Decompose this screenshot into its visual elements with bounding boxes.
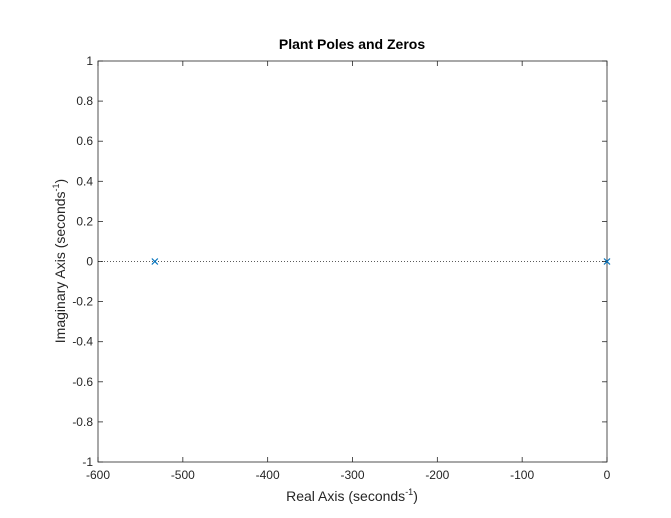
y-axis-label-base: Imaginary Axis (seconds [52,191,68,343]
x-tick-label: -600 [86,468,110,482]
y-axis-label-end: ) [52,179,68,184]
x-tick-label: -100 [510,468,534,482]
pole-marker [151,258,159,265]
x-tick-label: -200 [425,468,449,482]
x-tick-label: 0 [604,468,611,482]
y-tick-label: 0 [86,255,93,269]
x-tick-labels: -600 -500 -400 -300 -200 -100 0 [86,468,611,482]
x-tick-label: -300 [340,468,364,482]
y-tick-label: 0.8 [76,94,93,108]
y-tick-label: 0.4 [76,174,93,188]
y-tick-labels: -1 -0.8 -0.6 -0.4 -0.2 0 0.2 0.4 0.6 0.8 1 [72,54,93,469]
x-tick-label: -400 [256,468,280,482]
y-ticks [98,60,607,463]
y-tick-label: 0.6 [76,134,93,148]
x-tick-label: -500 [171,468,195,482]
y-tick-label: -0.6 [72,375,93,389]
chart-title: Plant Poles and Zeros [279,36,425,52]
y-axis-label-sup: -1 [51,183,61,191]
pole-markers [151,258,611,265]
x-axis-label-end: ) [413,488,418,504]
pole-marker [603,258,611,265]
x-ticks [97,61,608,462]
y-axis-label: Imaginary Axis (seconds-1) [51,179,68,343]
y-tick-label: -0.2 [72,295,93,309]
x-axis-label: Real Axis (seconds-1) [286,487,418,504]
y-tick-label: -0.8 [72,415,93,429]
y-tick-label: 1 [86,54,93,68]
x-axis-label-sup: -1 [405,487,413,497]
x-axis-label-base: Real Axis (seconds [286,488,405,504]
y-tick-label: -1 [82,455,93,469]
y-tick-label: 0.2 [76,214,93,228]
y-tick-label: -0.4 [72,335,93,349]
